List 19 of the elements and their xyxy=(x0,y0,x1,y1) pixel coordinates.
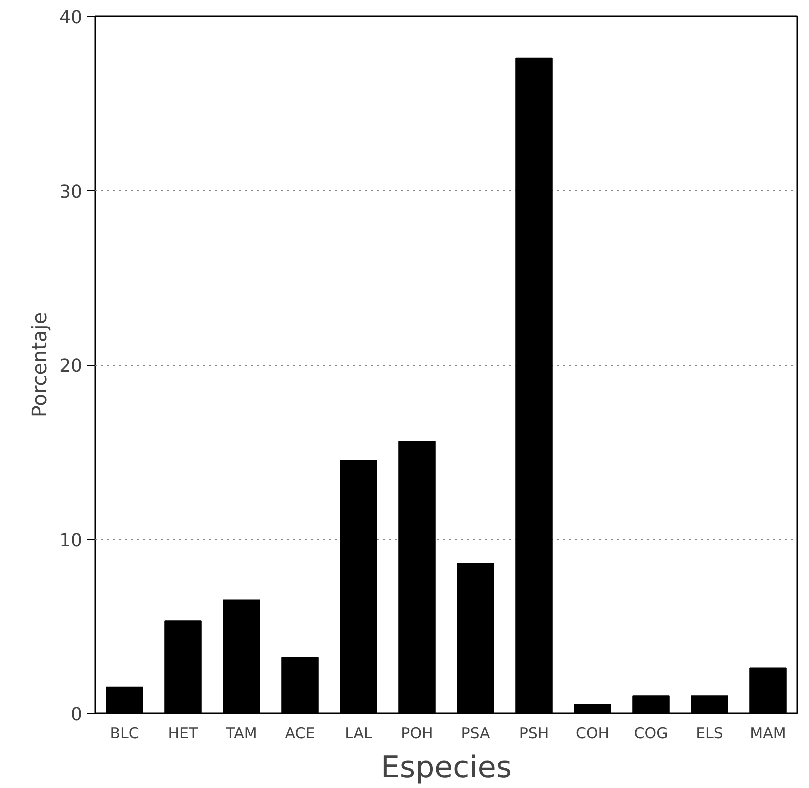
x-tick-label: PSH xyxy=(519,724,550,742)
y-tick-label: 10 xyxy=(60,530,82,552)
x-axis-title: Especies xyxy=(381,750,512,786)
x-tick-label: POH xyxy=(401,724,434,742)
y-tick-label: 40 xyxy=(60,8,82,28)
x-tick-label: ELS xyxy=(696,724,724,742)
y-axis-title: Porcentaje xyxy=(28,312,52,418)
y-tick-label: 0 xyxy=(71,704,82,726)
x-tick-label: ACE xyxy=(285,724,316,742)
x-tick-label: BLC xyxy=(110,724,140,742)
x-tick-label: HET xyxy=(168,724,200,742)
x-tick-label: PSA xyxy=(461,724,492,742)
x-tick-label: TAM xyxy=(225,724,258,742)
y-tick-label: 30 xyxy=(60,182,82,203)
x-tick-label: MAM xyxy=(750,724,786,742)
y-tick-label: 20 xyxy=(60,356,82,377)
x-tick-label: COH xyxy=(576,724,610,742)
x-tick-label: COG xyxy=(634,724,668,742)
x-tick-label: LAL xyxy=(345,724,374,742)
